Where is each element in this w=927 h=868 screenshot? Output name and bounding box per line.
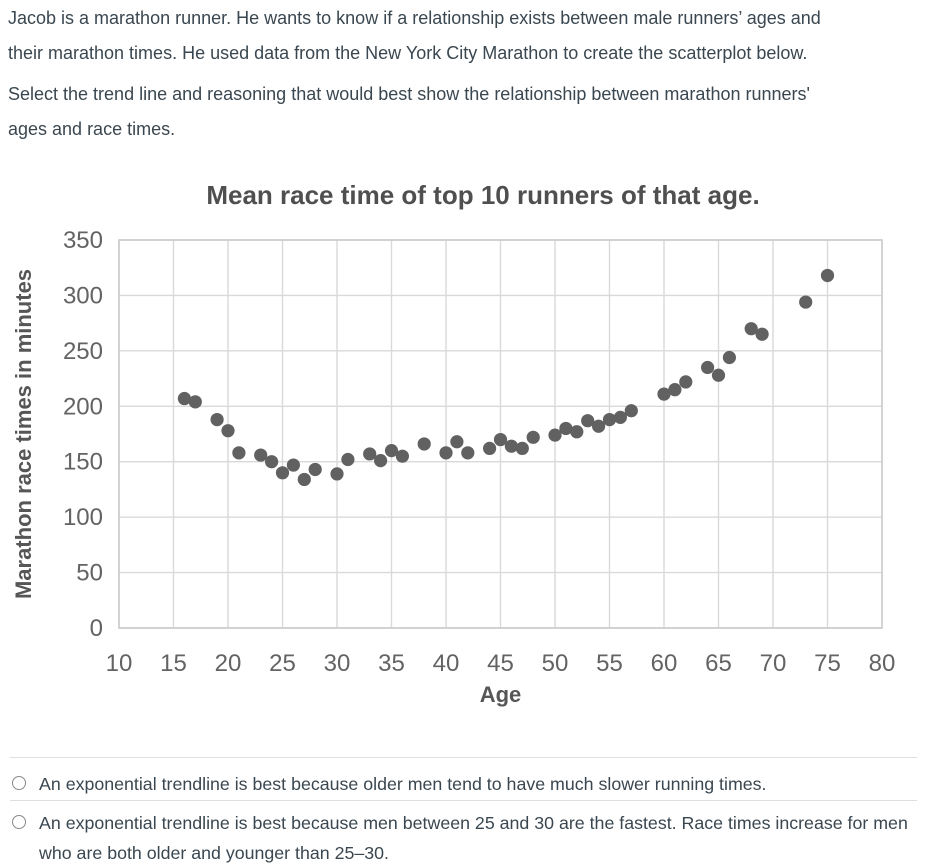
data-point xyxy=(221,424,235,438)
data-point xyxy=(515,441,529,456)
x-axis-title: Age xyxy=(480,682,522,707)
y-axis-tick-label: 0 xyxy=(90,615,103,642)
data-point xyxy=(526,430,540,444)
data-point xyxy=(602,412,617,427)
data-point xyxy=(395,449,409,463)
x-axis-tick-label: 10 xyxy=(106,650,133,677)
data-point xyxy=(722,350,737,365)
data-point xyxy=(820,268,835,283)
data-point xyxy=(363,447,377,461)
data-point xyxy=(799,295,813,309)
answer-option-1[interactable]: An exponential trendline is best because… xyxy=(12,769,920,799)
data-point xyxy=(624,404,638,418)
data-point xyxy=(679,375,693,389)
x-axis-tick-label: 75 xyxy=(814,650,841,677)
x-axis-tick-label: 65 xyxy=(705,650,732,677)
plot-border xyxy=(118,239,883,629)
data-point xyxy=(744,322,758,336)
data-point xyxy=(613,410,628,424)
question-intro-text: Jacob is a marathon runner. He wants to … xyxy=(8,8,821,63)
data-point xyxy=(581,414,595,428)
answer-option-1-label: An exponential trendline is best because… xyxy=(39,774,767,794)
data-point xyxy=(570,425,584,439)
data-point xyxy=(493,432,508,447)
data-point xyxy=(177,391,191,406)
data-point xyxy=(559,421,573,436)
answer-option-2-label: An exponential trendline is best because… xyxy=(39,813,908,863)
data-point xyxy=(483,441,497,456)
data-point xyxy=(592,419,606,433)
x-axis-tick-label: 30 xyxy=(324,650,351,677)
data-point xyxy=(374,454,388,468)
x-axis-tick-label: 20 xyxy=(215,650,242,677)
scatterplot-chart: 0 50 100 150 200 250 300 350 10 15 20 25 30 35 40 45 50 5… xyxy=(11,180,896,707)
x-axis-tick-label: 15 xyxy=(160,650,187,677)
data-point xyxy=(330,467,344,481)
data-point xyxy=(384,444,399,458)
data-point xyxy=(504,439,518,453)
option-divider xyxy=(10,757,917,758)
data-point xyxy=(548,428,562,442)
x-axis-tick-label: 60 xyxy=(651,650,678,677)
data-point xyxy=(341,452,355,467)
x-axis-tick-label: 80 xyxy=(869,650,896,677)
y-axis-tick-label: 350 xyxy=(63,227,103,254)
y-axis-tick-label: 250 xyxy=(63,338,103,365)
radio-button-option-2[interactable] xyxy=(12,815,26,829)
y-axis-title: Marathon race times in minutes xyxy=(11,269,36,599)
data-point xyxy=(210,412,224,427)
x-axis-tick-label: 55 xyxy=(596,650,623,677)
radio-button-option-1[interactable] xyxy=(12,776,26,790)
data-point xyxy=(232,446,246,460)
answer-option-2[interactable]: An exponential trendline is best because… xyxy=(12,808,920,868)
data-point xyxy=(188,395,202,409)
data-point xyxy=(286,458,300,472)
data-point xyxy=(657,387,671,401)
data-point xyxy=(254,448,268,462)
data-point xyxy=(439,446,453,460)
data-point xyxy=(265,455,279,469)
x-axis-tick-label: 50 xyxy=(542,650,569,677)
y-axis-tick-label: 100 xyxy=(63,504,103,531)
data-point xyxy=(755,327,769,341)
chart-title: Mean race time of top 10 runners of that… xyxy=(206,180,759,210)
data-point xyxy=(417,437,431,451)
y-axis-tick-label: 50 xyxy=(76,560,103,587)
option-divider xyxy=(10,800,917,801)
data-point xyxy=(308,462,322,477)
x-axis-tick-label: 25 xyxy=(269,650,296,677)
x-axis-tick-label: 35 xyxy=(378,650,405,677)
data-point xyxy=(461,446,475,460)
y-axis-tick-label: 150 xyxy=(63,449,103,476)
x-axis-tick-label: 45 xyxy=(487,650,514,677)
data-point xyxy=(297,472,311,487)
data-point xyxy=(711,368,726,382)
data-point xyxy=(668,383,682,397)
data-point xyxy=(450,435,464,449)
data-point xyxy=(701,360,715,375)
data-point xyxy=(275,466,290,480)
y-axis-tick-label: 300 xyxy=(63,282,103,309)
question-prompt-text: Select the trend line and reasoning that… xyxy=(8,84,810,139)
y-axis-tick-label: 200 xyxy=(63,393,103,420)
x-axis-tick-label: 40 xyxy=(433,650,460,677)
x-axis-tick-label: 70 xyxy=(760,650,787,677)
